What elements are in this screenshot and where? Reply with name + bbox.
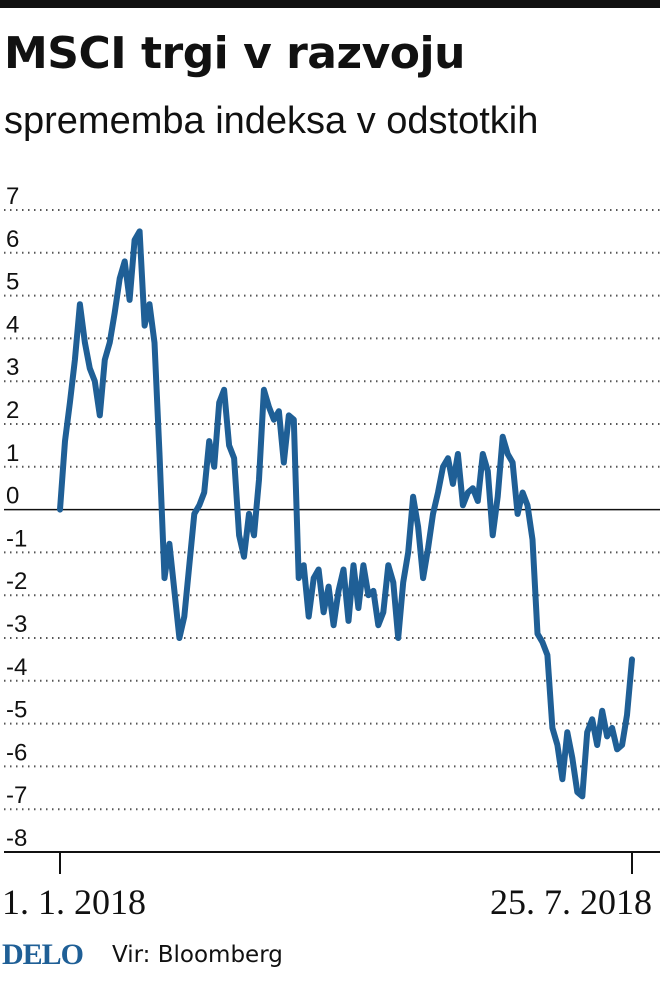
x-axis-ticks: 1. 1. 2018 25. 7. 2018 [2,852,652,922]
x-tick-label: 25. 7. 2018 [490,882,652,922]
x-tick-label: 1. 1. 2018 [2,882,146,922]
series-line [57,228,635,800]
delo-logo: DELO [2,938,84,971]
y-tick-label: -5 [6,697,27,724]
y-tick-label: -2 [6,568,27,595]
y-tick-label: -1 [6,525,27,552]
y-tick-label: 7 [6,183,19,210]
y-axis-tick-labels: 7 6 5 4 3 2 1 0 -1 -2 -3 -4 -5 -6 -7 -8 [6,183,27,852]
top-rule [0,0,660,8]
y-tick-label: -7 [6,782,27,809]
y-tick-label: -6 [6,739,27,766]
y-tick-label: -3 [6,611,27,638]
chart-subtitle: sprememba indeksa v odstotkih [4,100,539,142]
chart-title: MSCI trgi v razvoju [4,28,465,79]
y-tick-label: 2 [6,397,19,424]
y-tick-label: 1 [6,440,19,467]
y-tick-label: -8 [6,825,27,852]
y-tick-label: -4 [6,654,27,681]
y-tick-label: 6 [6,226,19,253]
y-tick-label: 0 [6,483,19,510]
y-tick-label: 3 [6,354,19,381]
y-tick-label: 5 [6,269,19,296]
line-chart: 7 6 5 4 3 2 1 0 -1 -2 -3 -4 -5 -6 -7 -8 1. 1. 2018 25. 7… [2,183,660,922]
source-note: Vir: Bloomberg [112,942,283,968]
y-tick-label: 4 [6,311,19,338]
